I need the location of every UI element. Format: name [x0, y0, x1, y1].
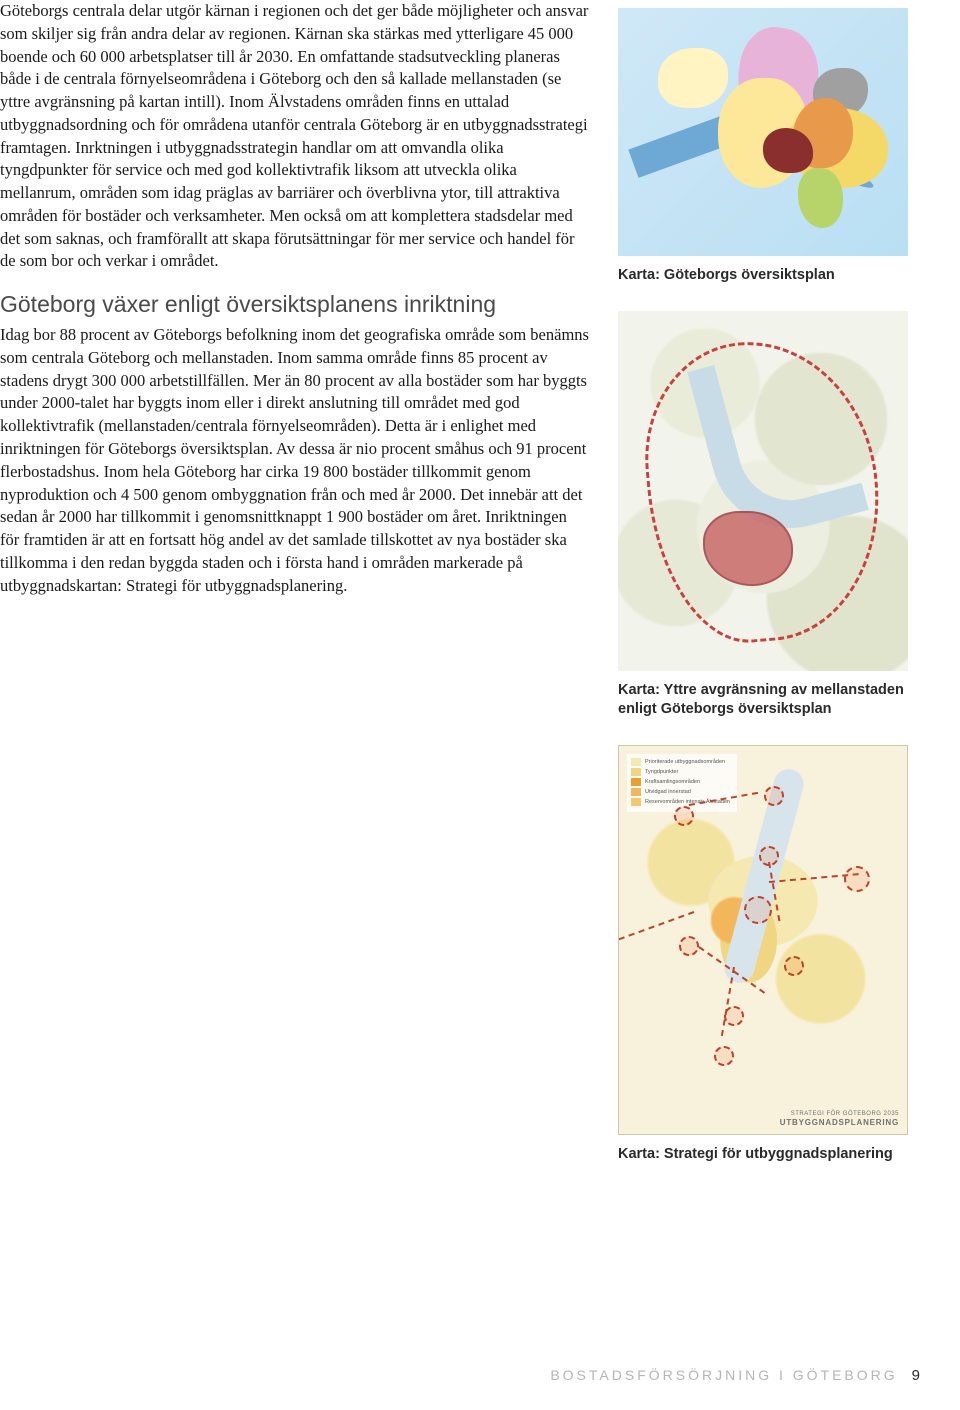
map-block-1: Karta: Göteborgs översiktsplan — [618, 8, 908, 285]
map-caption-1: Karta: Göteborgs översiktsplan — [618, 266, 908, 285]
footer-page-number: 9 — [912, 1367, 920, 1384]
footer-title: BOSTADSFÖRSÖRJNING I GÖTEBORG — [550, 1367, 897, 1383]
map3-branding: STRATEGI FÖR GÖTEBORG 2035 UTBYGGNADSPLA… — [780, 1111, 899, 1128]
map-expansion-strategy: Prioriterade utbyggnadsområden Tyngdpunk… — [618, 745, 908, 1135]
map-block-2: Karta: Yttre avgränsning av mellanstaden… — [618, 311, 908, 719]
section-heading: Göteborg växer enligt översiktsplanens i… — [0, 291, 590, 318]
body-paragraph-1: Göteborgs centrala delar utgör kärnan i … — [0, 0, 590, 273]
map-block-3: Prioriterade utbyggnadsområden Tyngdpunk… — [618, 745, 908, 1164]
map-mellanstaden-boundary — [618, 311, 908, 671]
body-paragraph-2: Idag bor 88 procent av Göteborgs befolkn… — [0, 324, 590, 597]
page-footer: BOSTADSFÖRSÖRJNING I GÖTEBORG 9 — [0, 1367, 960, 1384]
map-overview-plan — [618, 8, 908, 256]
map-caption-2: Karta: Yttre avgränsning av mellanstaden… — [618, 681, 908, 719]
map-caption-3: Karta: Strategi för utbyggnadsplanering — [618, 1145, 908, 1164]
map3-legend: Prioriterade utbyggnadsområden Tyngdpunk… — [627, 754, 737, 812]
